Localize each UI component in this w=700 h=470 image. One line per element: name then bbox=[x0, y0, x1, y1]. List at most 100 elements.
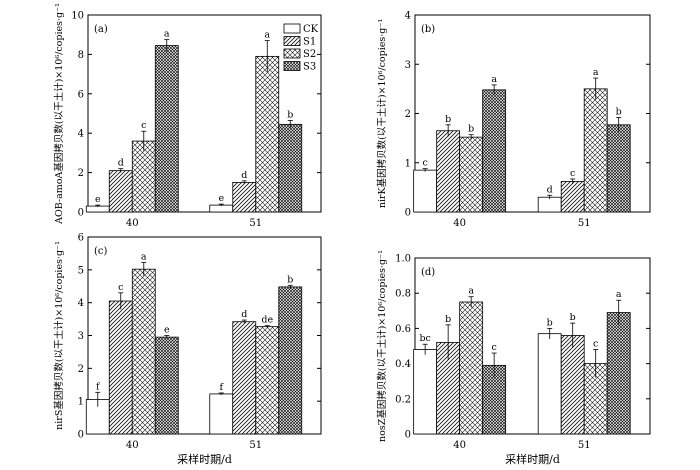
significance-letter: a bbox=[468, 286, 474, 297]
y-tick-label: 4 bbox=[78, 298, 84, 309]
y-tick-label: 1.0 bbox=[395, 254, 411, 265]
legend-swatch-s2 bbox=[283, 48, 301, 59]
y-axis-label: nirS基因拷贝数(以干土计)×10⁶/copies·g⁻¹ bbox=[53, 241, 65, 430]
bar-ck-51 bbox=[209, 393, 234, 435]
y-tick-label: 0 bbox=[405, 430, 411, 441]
bar-ck-40 bbox=[413, 349, 438, 435]
y-axis-label: nirK基因拷贝数(以干土计)×10⁶/copies·g⁻¹ bbox=[376, 19, 388, 209]
bar-s3-51 bbox=[606, 124, 631, 213]
bar-s3-51 bbox=[278, 286, 303, 435]
y-tick-label: 0.8 bbox=[395, 289, 411, 300]
x-tick-label: 51 bbox=[578, 218, 591, 229]
x-axis-label: 采样时期/d bbox=[505, 452, 560, 466]
bar-s3-40 bbox=[154, 45, 179, 213]
x-tick-label: 40 bbox=[126, 440, 139, 451]
panel-label: (b) bbox=[421, 24, 435, 35]
significance-letter: b bbox=[445, 314, 451, 325]
y-tick-label: 3 bbox=[405, 60, 411, 71]
y-tick-label: 2 bbox=[78, 364, 84, 375]
significance-letter: c bbox=[118, 282, 123, 293]
y-tick-label: 4 bbox=[78, 129, 84, 140]
legend-swatch-ck bbox=[283, 23, 301, 34]
y-tick-label: 2 bbox=[405, 109, 411, 120]
significance-letter: f bbox=[96, 381, 101, 392]
bar-s3-40 bbox=[154, 336, 179, 435]
significance-letter: b bbox=[468, 124, 474, 135]
significance-letter: e bbox=[95, 194, 101, 205]
y-axis-label: nosZ基因拷贝数(以干土计)×10⁶/copies·g⁻¹ bbox=[376, 250, 388, 442]
significance-letter: a bbox=[164, 29, 170, 40]
bar-s1-51 bbox=[232, 182, 257, 213]
panel-label: (d) bbox=[421, 267, 435, 278]
bar-s1-51 bbox=[232, 321, 257, 435]
significance-letter: d bbox=[547, 184, 553, 195]
y-tick-label: 0.4 bbox=[395, 359, 411, 370]
y-tick-label: 8 bbox=[78, 50, 84, 61]
y-tick-label: 10 bbox=[71, 11, 84, 22]
bar-ck-51 bbox=[537, 196, 562, 213]
bar-s1-40 bbox=[108, 300, 133, 435]
significance-letter: e bbox=[164, 325, 170, 336]
bar-s1-51 bbox=[560, 181, 585, 213]
bar-s1-51 bbox=[560, 335, 585, 435]
legend-label: CK bbox=[303, 24, 319, 35]
significance-letter: d bbox=[241, 170, 247, 181]
panel-label: (a) bbox=[94, 24, 108, 35]
bar-ck-51 bbox=[537, 333, 562, 435]
legend-swatch-s1 bbox=[283, 36, 301, 46]
x-tick-label: 51 bbox=[578, 440, 591, 451]
significance-letter: c bbox=[593, 339, 598, 350]
bar-s1-40 bbox=[108, 170, 133, 213]
y-tick-label: 1 bbox=[405, 158, 411, 169]
bar-s2-51 bbox=[255, 55, 280, 213]
y-tick-label: 3 bbox=[78, 331, 84, 342]
x-tick-label: 40 bbox=[453, 218, 466, 229]
chart-panel-b: 0 1 2 3 4 40 c b b a 51 d c a b (b) nirK基因拷贝数(以干土计)×10⁶/… bbox=[376, 11, 651, 229]
x-tick-label: 51 bbox=[249, 440, 262, 451]
plot-frame bbox=[414, 257, 651, 435]
y-tick-label: 4 bbox=[405, 11, 411, 22]
significance-letter: b bbox=[287, 274, 293, 285]
plot-frame bbox=[87, 14, 322, 213]
chart-panel-a: 0 2 4 6 8 10 40 e d c a 51 e d a b (a) AOB-amoA基因拷贝数(以干土计… bbox=[53, 3, 322, 229]
y-tick-label: 0 bbox=[405, 208, 411, 219]
significance-letter: b bbox=[547, 317, 553, 328]
bar-s3-51 bbox=[606, 312, 631, 435]
significance-letter: de bbox=[261, 315, 273, 326]
significance-letter: b bbox=[445, 114, 451, 125]
significance-letter: c bbox=[570, 168, 575, 179]
legend-label: S1 bbox=[303, 37, 316, 48]
legend-swatch-s3 bbox=[283, 61, 301, 71]
significance-letter: c bbox=[422, 158, 427, 169]
y-axis-label: AOB-amoA基因拷贝数(以干土计)×10⁶/copies·g⁻¹ bbox=[53, 3, 65, 225]
chart-panel-c: 0 1 2 3 4 5 6 40 f c a e 51 f d de b (c) nirS基因拷贝数(以干土计)×1… bbox=[53, 233, 322, 466]
significance-letter: e bbox=[218, 193, 224, 204]
y-tick-label: 5 bbox=[78, 265, 84, 276]
bar-s1-40 bbox=[436, 130, 461, 213]
significance-letter: bc bbox=[419, 333, 430, 344]
panel-label: (c) bbox=[94, 246, 108, 257]
significance-letter: b bbox=[570, 312, 576, 323]
bar-s2-51 bbox=[255, 326, 280, 435]
bar-s2-40 bbox=[459, 301, 484, 435]
significance-letter: a bbox=[593, 67, 599, 78]
x-tick-label: 40 bbox=[126, 218, 139, 229]
bar-s2-51 bbox=[583, 88, 608, 213]
y-tick-label: 2 bbox=[78, 168, 84, 179]
y-tick-label: 0 bbox=[78, 430, 84, 441]
significance-letter: d bbox=[241, 309, 247, 320]
significance-letter: a bbox=[616, 289, 622, 300]
significance-letter: b bbox=[616, 106, 622, 117]
x-tick-label: 40 bbox=[453, 440, 466, 451]
y-tick-label: 0.6 bbox=[395, 324, 411, 335]
legend-label: S2 bbox=[303, 49, 316, 60]
bar-s2-40 bbox=[131, 140, 156, 213]
significance-letter: a bbox=[141, 252, 147, 263]
significance-letter: c bbox=[141, 120, 146, 131]
bar-ck-51 bbox=[209, 204, 234, 213]
legend-label: S3 bbox=[303, 62, 316, 73]
x-axis-label: 采样时期/d bbox=[177, 452, 232, 466]
bar-s3-51 bbox=[278, 123, 303, 213]
